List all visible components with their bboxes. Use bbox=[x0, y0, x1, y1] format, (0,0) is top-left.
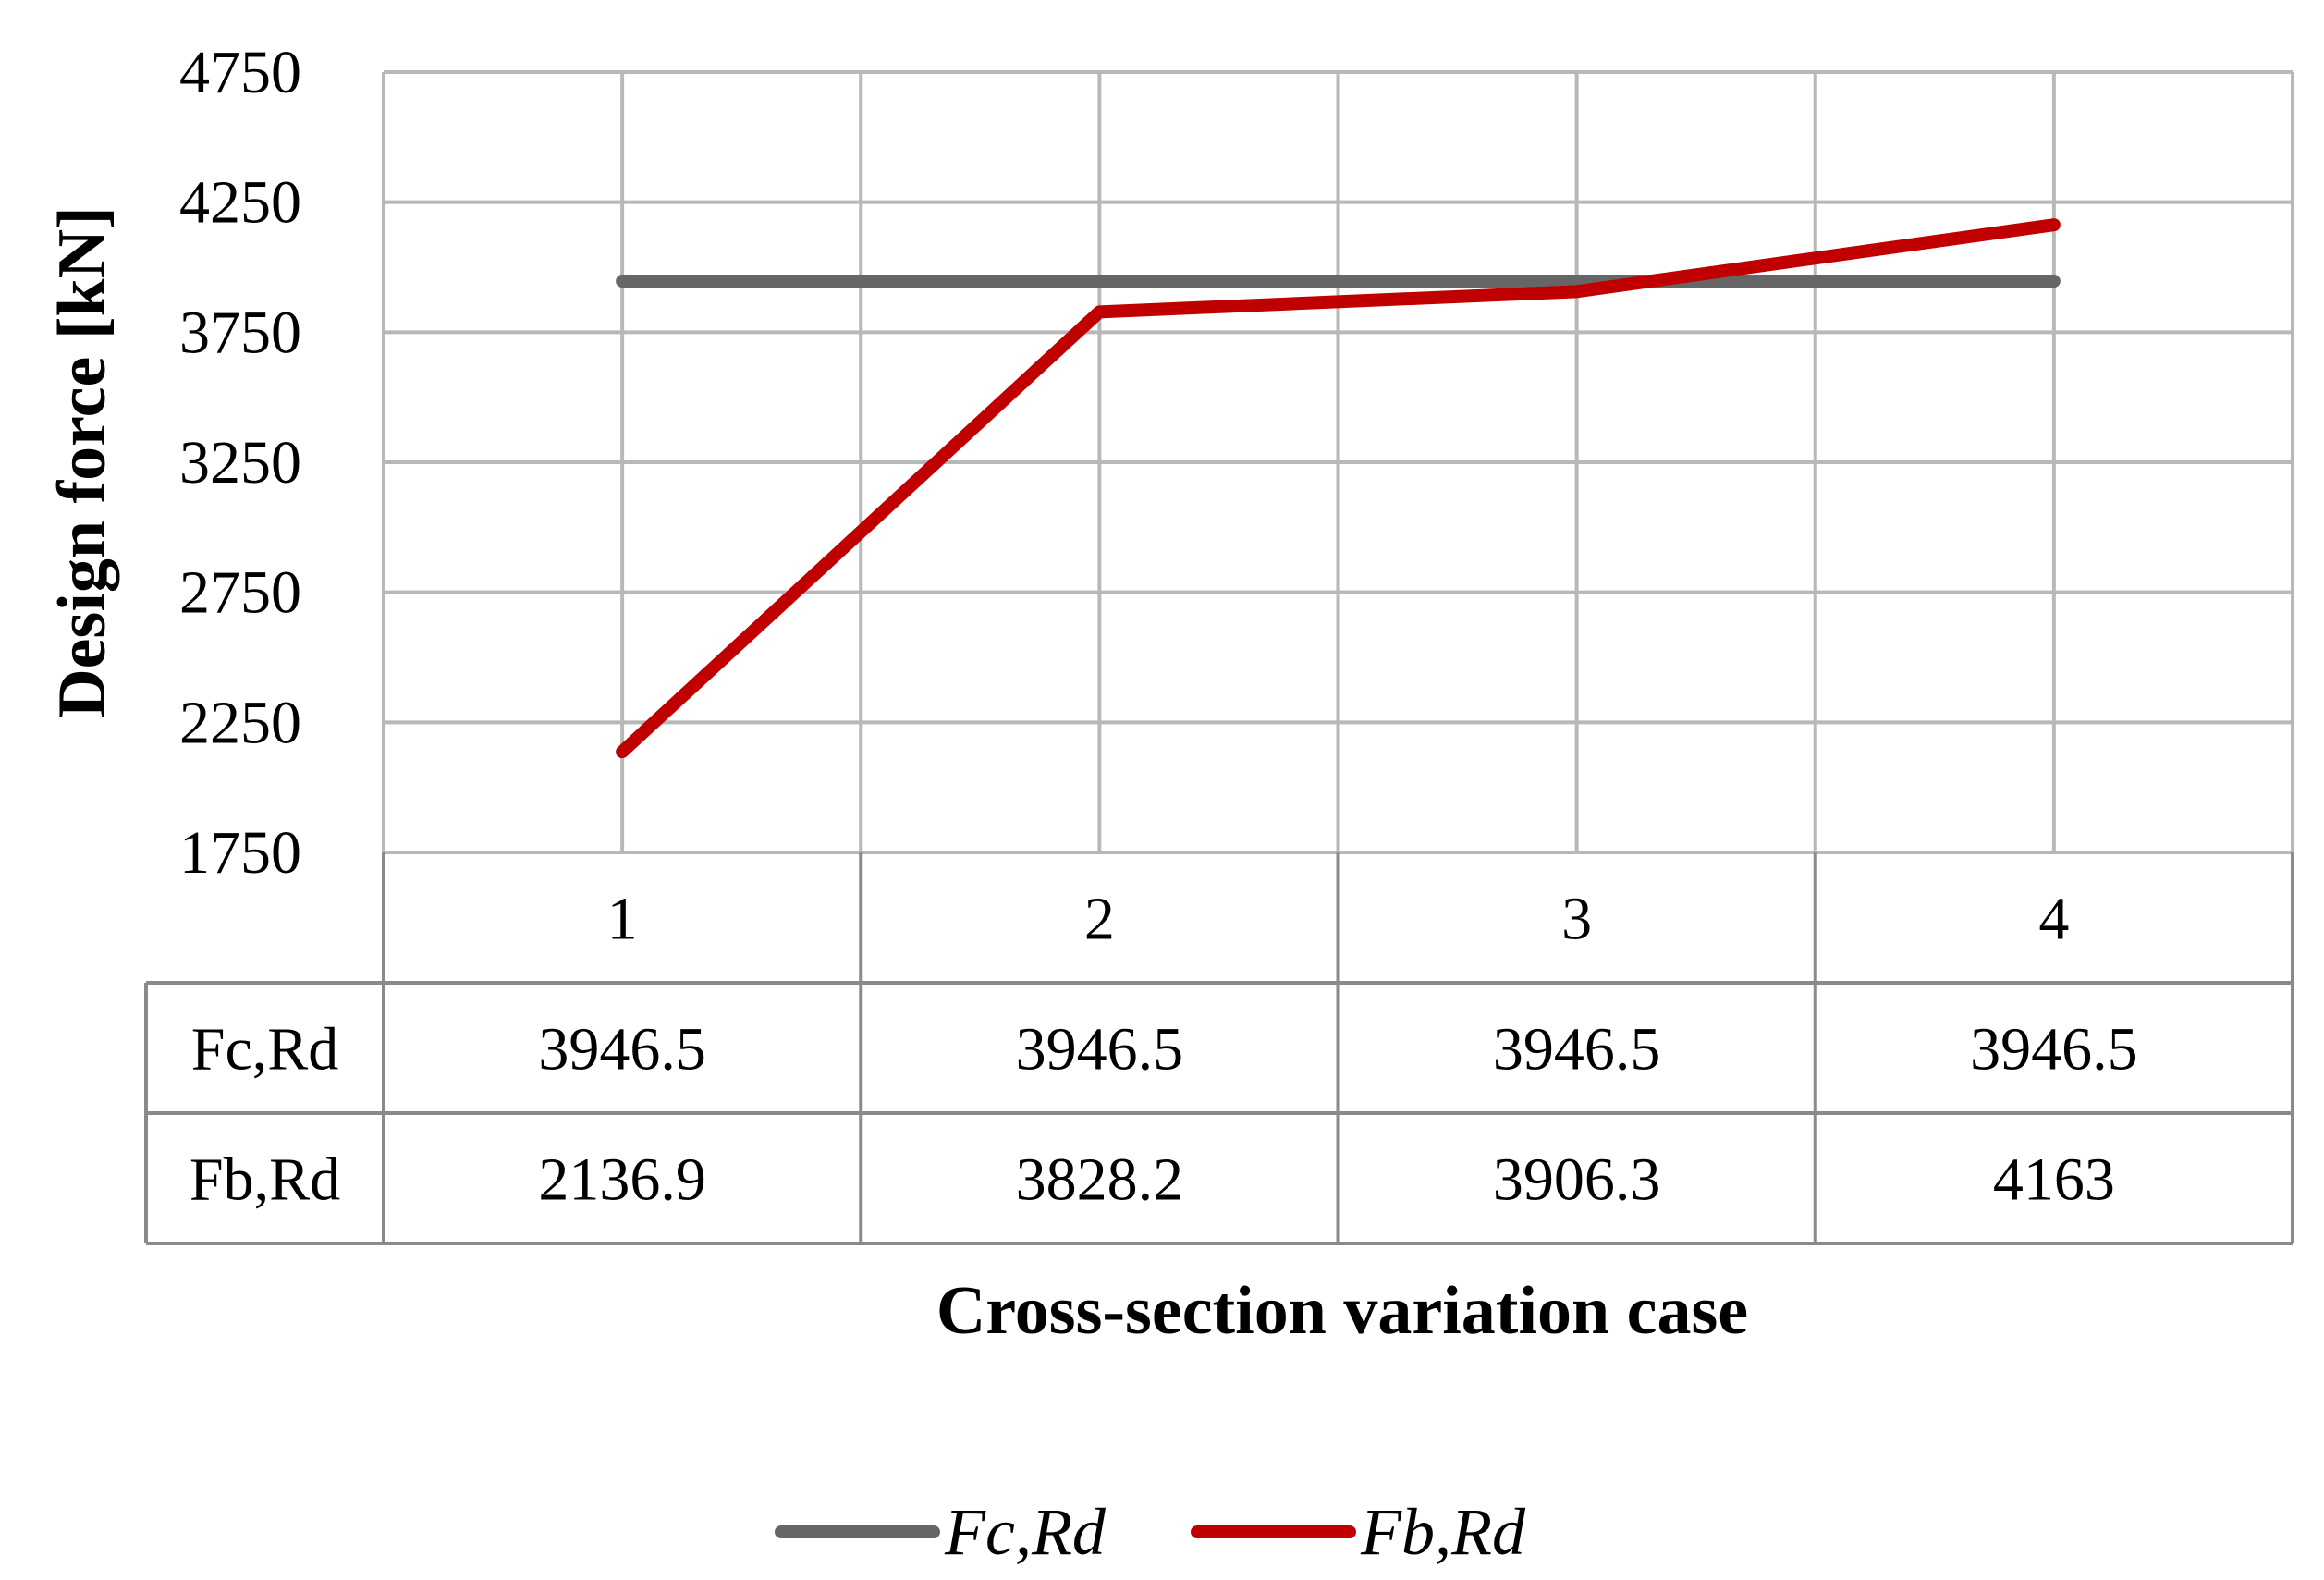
table-cell-value: 3946.5 bbox=[1493, 1016, 1661, 1084]
table-series-name: Fb,Rd bbox=[190, 1146, 340, 1214]
table-cell-value: 2136.9 bbox=[538, 1146, 706, 1214]
series-line-fb-rd bbox=[616, 218, 2061, 759]
table-cell-value: 3946.5 bbox=[1970, 1016, 2138, 1084]
x-tick-label: 1 bbox=[607, 886, 638, 953]
y-tick-label: 4750 bbox=[179, 39, 301, 106]
series-lines bbox=[616, 218, 2061, 759]
x-axis-ticks: 1 2 3 4 bbox=[607, 886, 2070, 953]
x-tick-label: 2 bbox=[1084, 886, 1115, 953]
y-axis-ticks: 4750 4250 3750 3250 2750 2250 1750 bbox=[179, 39, 301, 887]
y-tick-label: 2750 bbox=[179, 559, 301, 627]
table-series-name: Fc,Rd bbox=[191, 1016, 339, 1084]
data-table: Fc,Rd 3946.5 3946.5 3946.5 3946.5 Fb,Rd 2136.9… bbox=[144, 852, 2294, 1245]
x-tick-label: 3 bbox=[1561, 886, 1592, 953]
table-cell-value: 3906.3 bbox=[1493, 1146, 1661, 1214]
table-cell-value: 3946.5 bbox=[1016, 1016, 1184, 1084]
legend-label: Fb,Rd bbox=[1360, 1495, 1526, 1569]
y-tick-label: 1750 bbox=[179, 819, 301, 887]
grid bbox=[382, 70, 2294, 854]
y-tick-label: 2250 bbox=[179, 689, 301, 756]
x-axis-title: Cross-section variation case bbox=[936, 1273, 1748, 1349]
y-axis-title: Design force [kN] bbox=[44, 206, 120, 718]
table-cell-value: 3828.2 bbox=[1016, 1146, 1184, 1214]
y-tick-label: 3250 bbox=[179, 429, 301, 496]
legend-label: Fc,Rd bbox=[944, 1495, 1107, 1569]
table-cell-value: 4163 bbox=[1993, 1146, 2115, 1214]
y-tick-label: 3750 bbox=[179, 299, 301, 366]
table-cell-value: 3946.5 bbox=[538, 1016, 706, 1084]
legend: Fc,Rd Fb,Rd bbox=[775, 1495, 1526, 1569]
y-tick-label: 4250 bbox=[179, 169, 301, 237]
x-tick-label: 4 bbox=[2038, 886, 2069, 953]
